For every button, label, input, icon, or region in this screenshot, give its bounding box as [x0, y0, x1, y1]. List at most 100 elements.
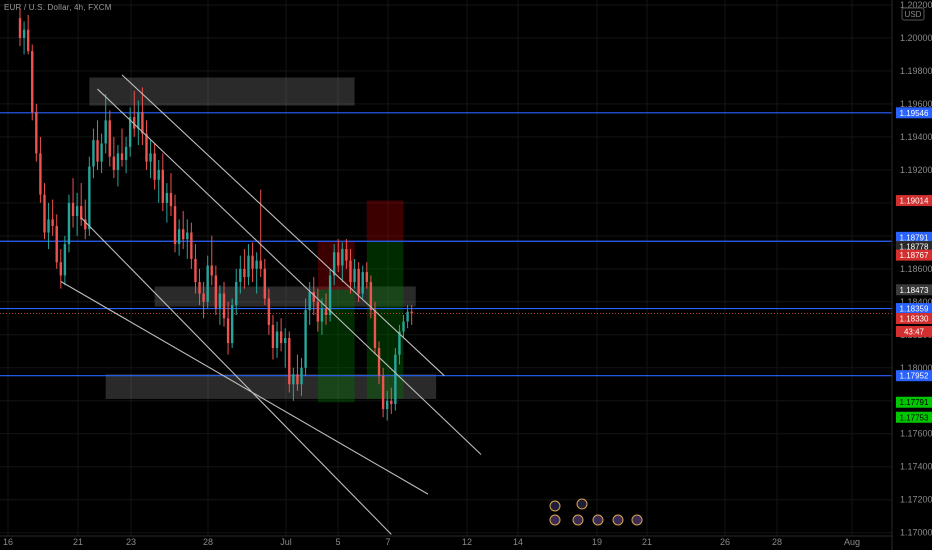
candle-body	[288, 338, 291, 385]
x-tick-label: 26	[720, 537, 730, 547]
candle-body	[284, 338, 287, 344]
price-label-bg	[896, 411, 932, 423]
candle-body	[214, 275, 218, 309]
x-tick-label: 7	[385, 537, 390, 547]
horizontal-levels	[0, 112, 892, 377]
price-label: 1.19014	[900, 197, 929, 206]
stop-loss-zone	[317, 241, 355, 290]
x-tick-label: 23	[126, 537, 136, 547]
x-tick-label: 14	[513, 537, 523, 547]
candle-body	[206, 265, 209, 302]
candle-body	[235, 282, 238, 306]
candle-body	[194, 258, 197, 283]
price-label-bg	[896, 325, 932, 337]
events-markers	[549, 498, 643, 526]
sr-zone	[89, 77, 355, 106]
candle-body	[271, 324, 275, 348]
x-tick-label: 19	[592, 537, 602, 547]
y-tick-label: 1.20000	[900, 33, 932, 43]
candle-body	[104, 120, 107, 144]
trendline[interactable]	[60, 281, 429, 495]
candle-body	[186, 232, 189, 240]
candle-body	[31, 51, 34, 113]
y-tick-label: 1.19400	[900, 132, 932, 142]
candle-body	[120, 153, 124, 160]
price-label: 1.19546	[900, 109, 929, 118]
candle-body	[92, 140, 95, 167]
y-tick-label: 1.18600	[900, 264, 932, 274]
price-label: 1.18330	[900, 314, 929, 323]
candle-body	[255, 260, 258, 269]
y-tick-label: 1.18000	[900, 363, 932, 373]
price-label-bg	[896, 396, 932, 408]
x-tick-label: 28	[203, 537, 213, 547]
y-tick-label: 1.17000	[900, 528, 932, 538]
candle-body	[230, 305, 234, 344]
candle-body	[312, 291, 315, 302]
candle-body	[239, 268, 242, 283]
candle-body	[332, 252, 336, 276]
candle-body	[267, 298, 271, 325]
candle-body	[292, 374, 295, 385]
trendline[interactable]	[80, 217, 392, 535]
candle-body	[22, 29, 26, 38]
event-marker	[549, 500, 561, 512]
candle-body	[259, 260, 262, 269]
candle-body	[251, 255, 254, 269]
price-label: 1.18473	[900, 286, 929, 295]
x-tick-label: 16	[3, 537, 13, 547]
y-tick-label: 1.19200	[900, 165, 932, 175]
event-marker	[576, 498, 588, 510]
candles	[18, 8, 413, 421]
candle-body	[357, 268, 360, 294]
price-label-bg	[896, 303, 932, 315]
trendline[interactable]	[121, 74, 445, 377]
candle-body	[308, 291, 311, 311]
candle-body	[373, 310, 377, 348]
candle-body	[128, 117, 132, 147]
candle-body	[296, 374, 299, 385]
candle-body	[341, 249, 344, 266]
trendline[interactable]	[97, 88, 482, 455]
y-tick-label: 1.17200	[900, 495, 932, 505]
candle-body	[157, 169, 160, 180]
price-label: 1.17952	[900, 372, 929, 381]
candle-body	[198, 282, 201, 294]
price-label: 1.17791	[900, 398, 929, 407]
price-label-bg	[896, 231, 932, 243]
stop-loss-zone	[366, 200, 404, 242]
candle-body	[381, 376, 385, 410]
candle-body	[365, 272, 368, 283]
candle-body	[304, 310, 307, 368]
x-tick-label: 5	[335, 537, 340, 547]
price-label: 1.18359	[900, 305, 929, 314]
candle-body	[406, 311, 409, 322]
price-label-bg	[896, 249, 932, 261]
candle-body	[300, 367, 303, 385]
event-marker	[549, 514, 561, 526]
candle-body	[88, 166, 91, 230]
candle-body	[137, 112, 140, 129]
candle-body	[108, 120, 111, 157]
price-label-bg	[896, 312, 932, 324]
candle-body	[218, 293, 222, 309]
y-tick-label: 1.18400	[900, 297, 932, 307]
candle-body	[202, 293, 205, 302]
y-tick-label: 1.19600	[900, 99, 932, 109]
candle-body	[47, 219, 50, 233]
candle-body	[39, 153, 42, 195]
candle-body	[369, 282, 373, 311]
x-tick-label: Aug	[844, 537, 860, 547]
candle-body	[386, 400, 389, 410]
time-axis[interactable]: 16 21 23 28 Jul 5 7 12 14 19 21 26 28 Aug	[0, 535, 892, 547]
candle-body	[349, 260, 352, 283]
candle-body	[320, 308, 324, 322]
currency-badge: USD	[905, 10, 922, 19]
candle-body	[263, 268, 266, 299]
candle-body	[337, 252, 340, 266]
candle-body	[75, 206, 79, 217]
candle-body	[71, 202, 75, 217]
candle-body	[145, 133, 148, 162]
